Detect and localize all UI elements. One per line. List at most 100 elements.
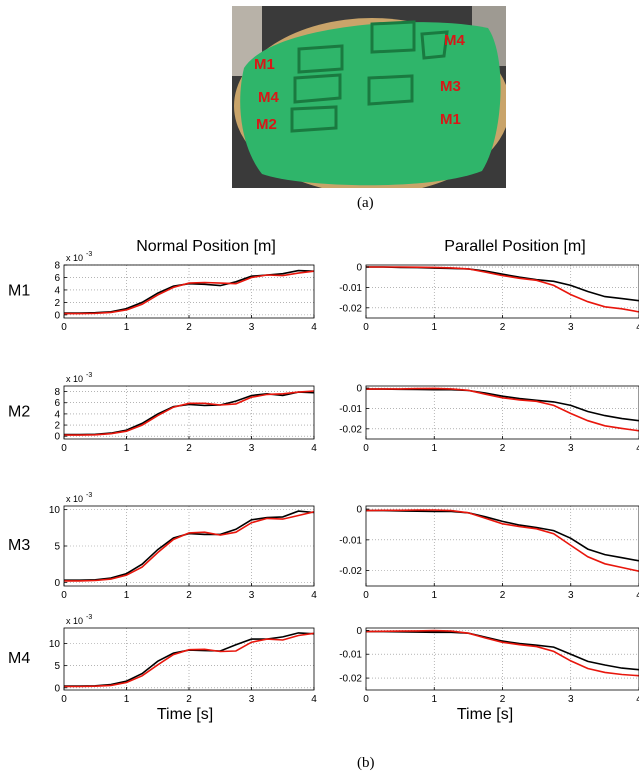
x-tick-label: 4 <box>311 443 317 454</box>
indentation-m1-left <box>297 44 344 74</box>
row-label-m2: M2 <box>8 404 30 421</box>
y-tick-label: -0.02 <box>339 566 362 577</box>
y-tick-label: 0 <box>356 626 362 637</box>
y-tick-label: 6 <box>54 398 60 409</box>
y-tick-label: 6 <box>54 273 60 284</box>
y-tick-label: -0.01 <box>339 650 362 661</box>
y-tick-label: 0 <box>54 310 60 321</box>
y-tick-label: 0 <box>356 263 362 274</box>
x-tick-label: 4 <box>636 322 639 333</box>
y-tick-label: 4 <box>54 409 60 420</box>
y-tick-label: 5 <box>54 661 60 672</box>
y-tick-label: 8 <box>54 387 60 398</box>
row-label-m4: M4 <box>8 650 30 667</box>
x-tick-label: 3 <box>249 694 255 705</box>
series-line-m2-normal-1 <box>64 390 315 436</box>
photo-label-m4-left: M4 <box>258 89 279 106</box>
y-scale-exponent: -3 <box>86 614 92 621</box>
clay-indentations <box>290 20 449 133</box>
y-tick-label: 2 <box>54 298 60 309</box>
x-axis-label: Time [s] <box>457 706 513 723</box>
x-tick-label: 1 <box>124 590 130 601</box>
series-line-m3-normal-1 <box>64 511 315 582</box>
y-tick-label: 2 <box>54 421 60 432</box>
y-scale-label: x 10 <box>66 374 83 384</box>
series-line-m1-normal-0 <box>64 269 315 314</box>
indentation-top-right <box>370 20 416 54</box>
x-tick-label: 2 <box>186 322 192 333</box>
plots-caption: (b) <box>357 755 375 771</box>
x-tick-label: 2 <box>186 694 192 705</box>
row-label-m3: M3 <box>8 537 30 554</box>
y-tick-label: -0.02 <box>339 303 362 314</box>
x-tick-label: 0 <box>363 443 369 454</box>
x-tick-label: 2 <box>500 443 506 454</box>
photo-labels: M1 M4 M2 M4 M3 M1 <box>254 32 465 133</box>
x-tick-label: 4 <box>311 694 317 705</box>
y-scale-label: x 10 <box>66 253 83 263</box>
x-tick-label: 1 <box>431 322 437 333</box>
photo-label-m3-right: M3 <box>440 78 461 95</box>
x-tick-label: 3 <box>568 322 574 333</box>
x-tick-label: 0 <box>363 590 369 601</box>
series-line-m3-parallel-0 <box>366 509 639 562</box>
head-photo: M1 M4 M2 M4 M3 M1 <box>232 6 506 188</box>
photo-caption: (a) <box>357 195 374 211</box>
x-tick-label: 4 <box>636 590 639 601</box>
series-line-m4-normal-1 <box>64 632 315 688</box>
x-tick-label: 0 <box>61 590 67 601</box>
column-title: Parallel Position [m] <box>444 238 585 255</box>
row-label-m1: M1 <box>8 283 30 300</box>
series-line-m1-parallel-1 <box>366 266 639 313</box>
indentation-m4-left <box>293 73 342 104</box>
x-tick-label: 3 <box>568 590 574 601</box>
series-line-m1-normal-1 <box>64 270 315 315</box>
y-tick-label: 0 <box>54 432 60 443</box>
x-tick-label: 1 <box>431 694 437 705</box>
x-tick-label: 3 <box>568 694 574 705</box>
photo-label-m2-left: M2 <box>256 116 277 133</box>
x-tick-label: 1 <box>124 322 130 333</box>
x-axis-label: Time [s] <box>157 706 213 723</box>
y-tick-label: 0 <box>356 384 362 395</box>
x-tick-label: 2 <box>500 590 506 601</box>
x-tick-label: 2 <box>186 443 192 454</box>
series-line-m4-parallel-1 <box>365 629 639 677</box>
y-tick-label: 0 <box>54 578 60 589</box>
x-tick-label: 2 <box>500 694 506 705</box>
series-line-m4-parallel-0 <box>366 630 639 671</box>
x-tick-label: 4 <box>636 694 639 705</box>
x-tick-label: 1 <box>124 694 130 705</box>
photo-label-m4-right: M4 <box>444 32 465 49</box>
x-tick-label: 3 <box>249 590 255 601</box>
photo-label-m1-left: M1 <box>254 56 275 73</box>
x-tick-label: 1 <box>431 590 437 601</box>
y-tick-label: 10 <box>49 639 61 650</box>
indentation-side-right <box>420 30 449 60</box>
x-tick-label: 0 <box>61 443 67 454</box>
x-tick-label: 2 <box>186 590 192 601</box>
y-scale-exponent: -3 <box>86 372 92 379</box>
series-line-m2-parallel-1 <box>365 387 639 432</box>
x-tick-label: 1 <box>431 443 437 454</box>
y-tick-label: 0 <box>54 683 60 694</box>
y-tick-label: 8 <box>54 261 60 272</box>
x-tick-label: 0 <box>363 694 369 705</box>
x-tick-label: 3 <box>249 322 255 333</box>
x-tick-label: 4 <box>311 322 317 333</box>
x-tick-label: 0 <box>363 322 369 333</box>
y-scale-label: x 10 <box>66 494 83 504</box>
x-tick-label: 3 <box>568 443 574 454</box>
y-tick-label: -0.02 <box>339 674 362 685</box>
y-tick-label: -0.02 <box>339 424 362 435</box>
photo-label-m1-right: M1 <box>440 111 461 128</box>
y-scale-exponent: -3 <box>86 492 92 499</box>
x-tick-label: 2 <box>500 322 506 333</box>
x-tick-label: 0 <box>61 694 67 705</box>
column-title: Normal Position [m] <box>136 238 276 255</box>
y-tick-label: 5 <box>54 542 60 553</box>
y-tick-label: 0 <box>356 505 362 516</box>
indentation-m3-right <box>367 74 414 106</box>
y-tick-label: 4 <box>54 285 60 296</box>
